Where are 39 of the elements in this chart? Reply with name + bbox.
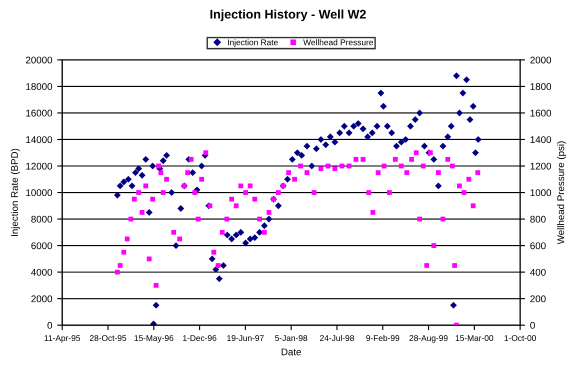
y2-tick-label: 400 xyxy=(530,268,546,276)
y2-axis-title: Wellhead Pressure (psi) xyxy=(557,141,566,244)
y-tick-label: 6000 xyxy=(31,242,52,250)
y-tick-label: 0 xyxy=(47,322,52,329)
y2-tick-label: 1000 xyxy=(530,189,552,196)
y2-tick-label: 2000 xyxy=(530,56,552,64)
y-tick-label: 16000 xyxy=(26,110,52,117)
legend-label: Wellhead Pressure xyxy=(303,39,374,46)
y-tick-label: 14000 xyxy=(26,136,52,144)
y-tick-label: 10000 xyxy=(26,189,52,196)
y2-tick-label: 800 xyxy=(530,216,546,223)
y-tick-label: 2000 xyxy=(31,295,52,302)
x-tick-label: 11-Apr-95 xyxy=(44,335,80,343)
y-tick-label: 8000 xyxy=(31,216,52,223)
y2-tick-label: 1800 xyxy=(530,83,552,90)
y-tick-label: 12000 xyxy=(26,162,52,170)
x-tick-label: 5-Jan-98 xyxy=(275,335,308,342)
y-tick-label: 20000 xyxy=(26,56,52,64)
x-tick-label: 9-Feb-99 xyxy=(366,334,400,342)
x-tick-label: 19-Jun-97 xyxy=(227,335,264,342)
x-tick-label: 24-Jul-98 xyxy=(320,334,354,342)
y-tick-label: 18000 xyxy=(26,83,52,90)
x-axis-title: Date xyxy=(282,348,302,356)
x-tick-label: 28-Aug-99 xyxy=(410,335,448,343)
x-tick-label: 1-Dec-96 xyxy=(183,335,216,342)
x-tick-label: 15-Mar-00 xyxy=(456,335,494,342)
y2-tick-label: 1400 xyxy=(530,136,552,144)
y2-tick-label: 200 xyxy=(530,295,546,302)
y2-tick-label: 0 xyxy=(530,322,535,329)
y-tick-label: 4000 xyxy=(31,268,52,276)
legend-label: Injection Rate xyxy=(228,39,278,47)
y2-tick-label: 600 xyxy=(530,242,546,250)
x-tick-label: 15-May-96 xyxy=(134,335,174,343)
y-axis-title: Injection Rate (BPD) xyxy=(10,148,20,236)
chart-title: Injection History - Well W2 xyxy=(210,9,366,22)
y2-tick-label: 1200 xyxy=(530,162,552,170)
x-tick-label: 1-Oct-00 xyxy=(504,335,536,342)
x-tick-label: 28-Oct-95 xyxy=(90,335,126,342)
y2-tick-label: 1600 xyxy=(530,110,552,117)
